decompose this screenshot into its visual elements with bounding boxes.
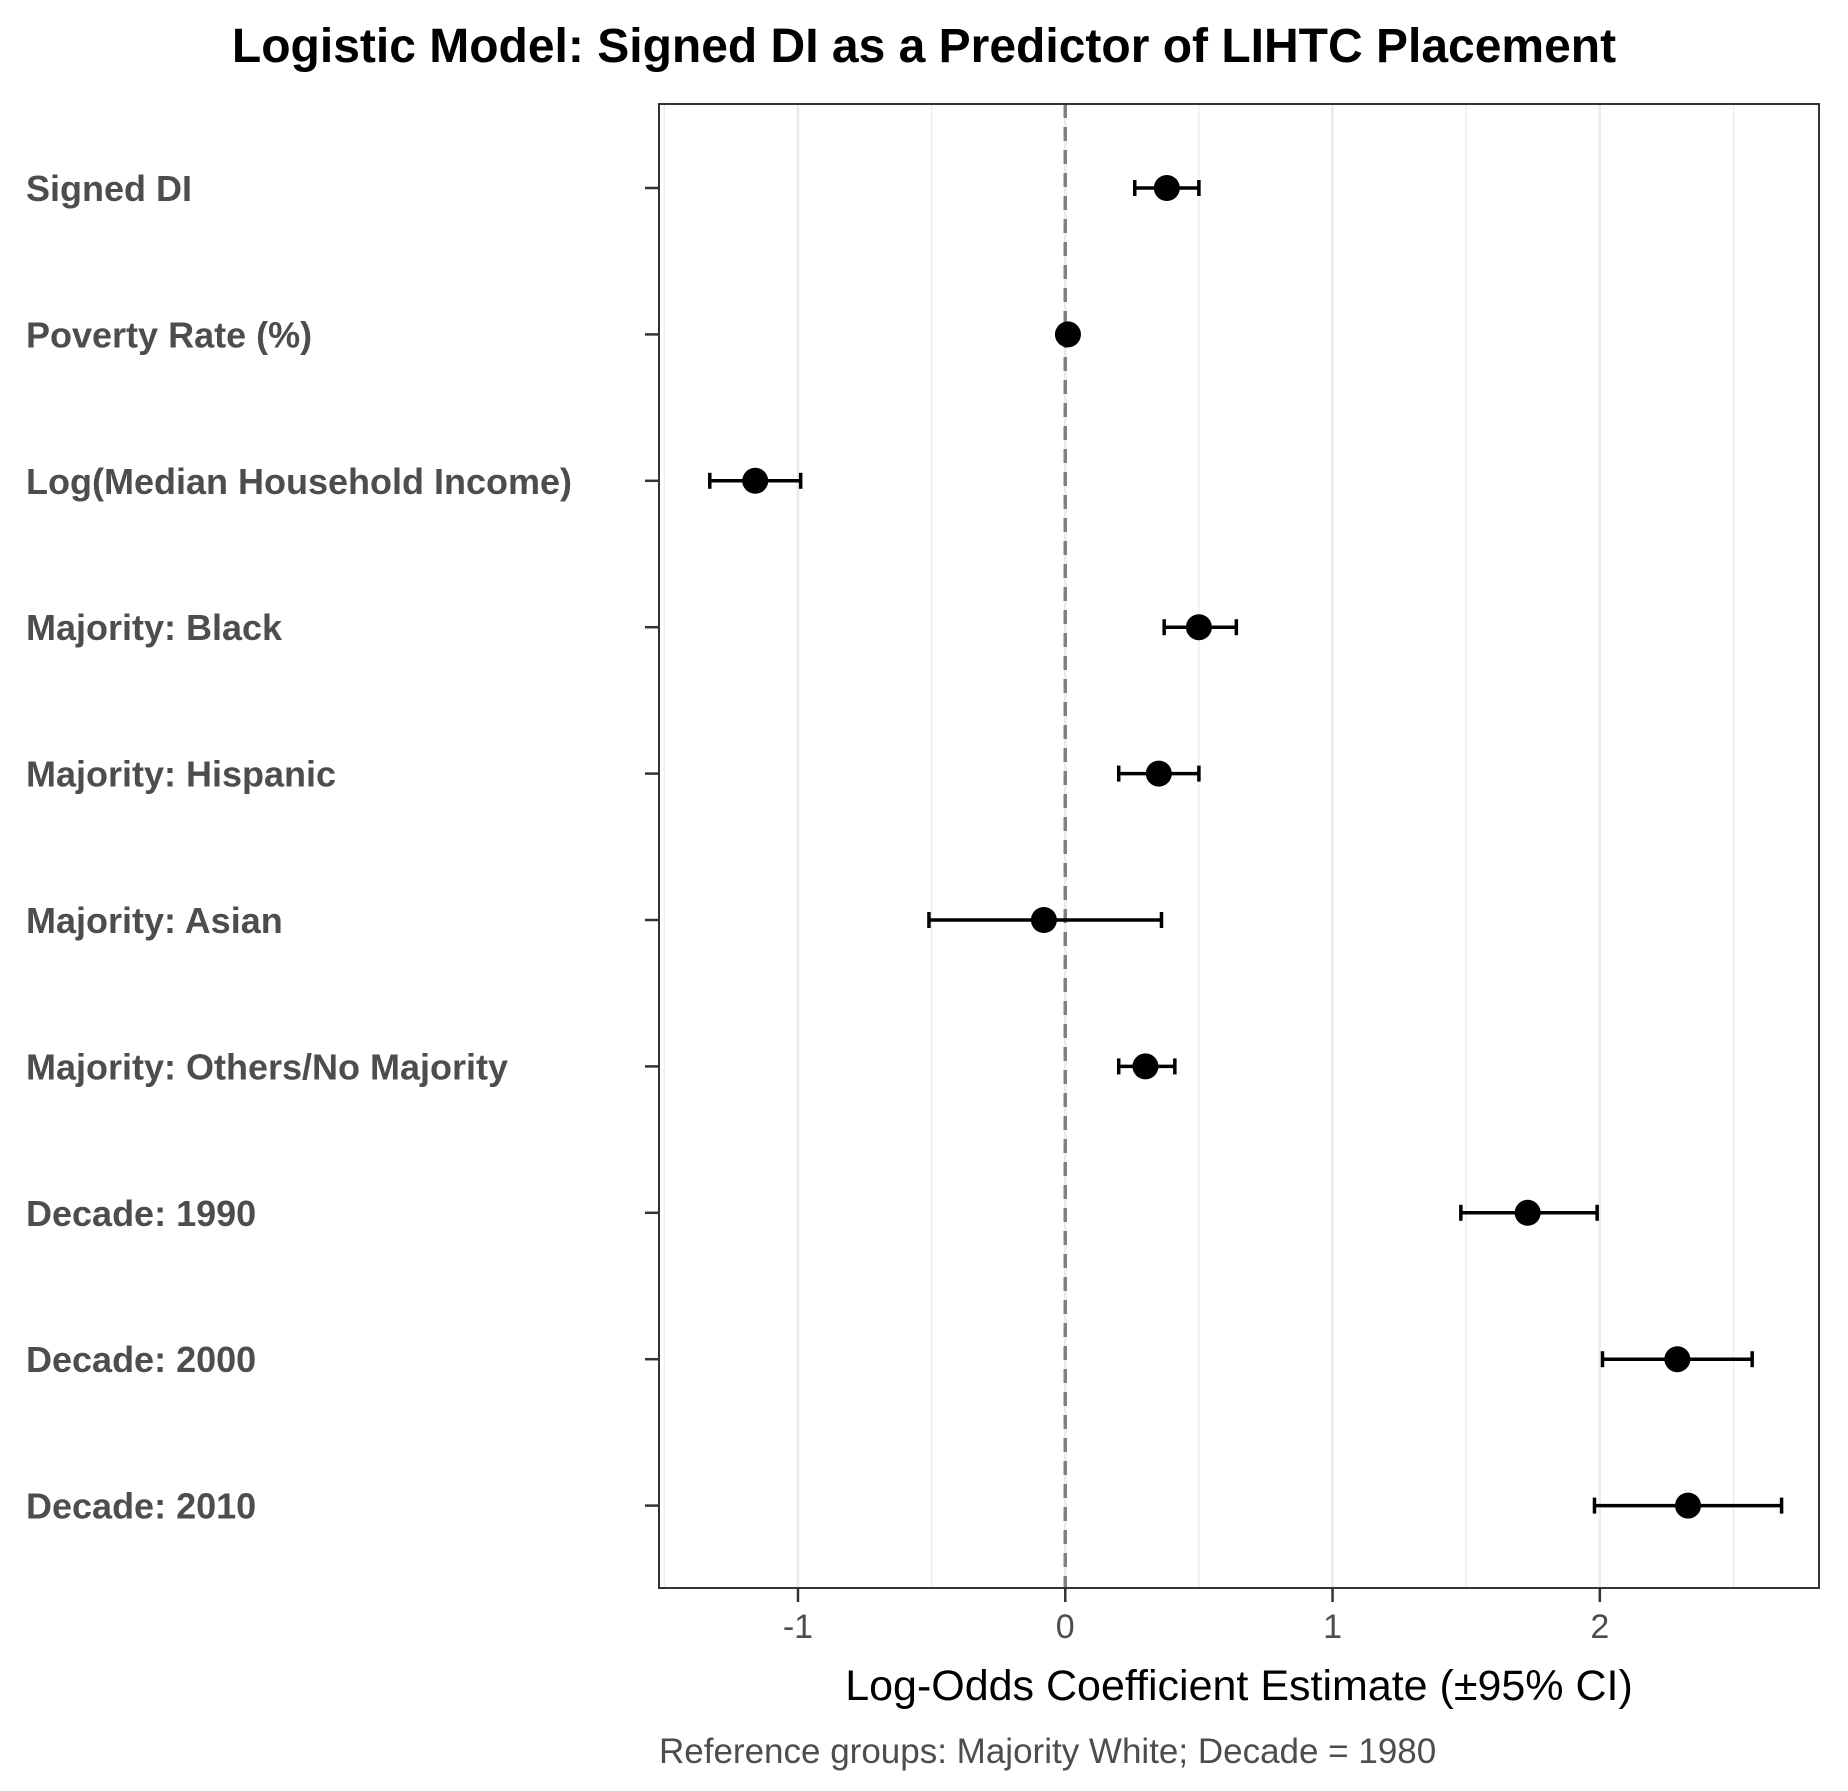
x-axis-ticks [796, 1588, 1602, 1602]
x-axis-title: Log-Odds Coefficient Estimate (±95% CI) [845, 1662, 1633, 1710]
estimate-point [1145, 760, 1172, 787]
x-tick-label: -1 [783, 1608, 813, 1646]
y-tick-label: Majority: Asian [26, 900, 283, 941]
estimate-point [1675, 1492, 1702, 1519]
y-tick-label: Decade: 2010 [26, 1486, 256, 1527]
estimate-point [1664, 1346, 1691, 1373]
x-axis-tick-labels: -1 0 1 2 [783, 1608, 1609, 1646]
y-tick-label: Signed DI [26, 168, 192, 209]
x-tick-label: 2 [1590, 1608, 1609, 1646]
x-tick-label: 1 [1323, 1608, 1342, 1646]
y-tick-label: Log(Median Household Income) [26, 461, 572, 502]
estimate-points [742, 175, 1702, 1519]
panel-border [658, 103, 1820, 1589]
chart-title: Logistic Model: Signed DI as a Predictor… [232, 20, 1616, 73]
chart-caption: Reference groups: Majority White; Decade… [659, 1732, 1436, 1771]
estimate-point [1030, 907, 1057, 933]
estimate-point [742, 467, 769, 494]
y-tick-label: Majority: Hispanic [26, 754, 336, 795]
estimate-point [1514, 1199, 1541, 1226]
y-tick-label: Poverty Rate (%) [26, 314, 312, 355]
estimate-point [1153, 175, 1180, 201]
y-axis-ticks [645, 186, 659, 1507]
y-tick-label: Decade: 2000 [26, 1339, 256, 1380]
estimate-point [1054, 321, 1081, 348]
grid-lines [663, 104, 1735, 1588]
confidence-intervals [708, 180, 1784, 1514]
y-tick-label: Decade: 1990 [26, 1193, 256, 1234]
x-tick-label: 0 [1056, 1608, 1075, 1646]
estimate-point [1132, 1053, 1159, 1080]
y-axis-labels: Signed DI Poverty Rate (%) Log(Median Hous… [26, 168, 572, 1527]
y-tick-label: Majority: Black [26, 607, 283, 648]
estimate-point [1185, 614, 1212, 641]
y-tick-label: Majority: Others/No Majority [26, 1046, 508, 1087]
